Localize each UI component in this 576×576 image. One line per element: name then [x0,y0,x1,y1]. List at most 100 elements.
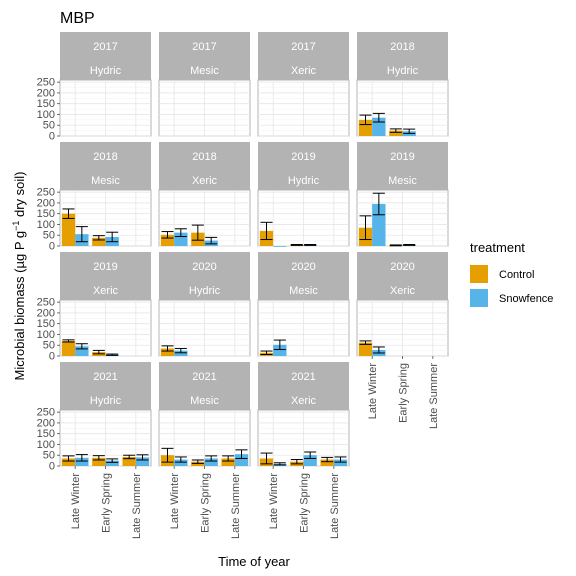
snowfence-bar [135,457,150,466]
legend-entry-control: Control [470,265,534,283]
y-tick-label: 50 [43,340,55,352]
snowfence-error-bar [372,192,385,216]
y-axis-title: Microbial biomass (µg P g−1 dry soil) [11,172,27,381]
facet-year-label: 2019 [291,151,315,163]
y-tick-label: 100 [37,219,55,231]
snowfence-error-bar [304,243,317,246]
facet-site-label: Xeric [291,65,317,77]
control-error-bar [161,231,174,239]
x-tick-label: Late Winter [169,473,181,530]
facet-year-label: 2020 [390,261,414,273]
facet-year-label: 2020 [291,261,315,273]
facet-strip [159,32,250,80]
x-tick-label: Late Winter [367,363,379,420]
facet-strip [60,252,151,300]
y-tick-label: 0 [49,461,55,473]
y-tick-label: 100 [37,109,55,121]
facet-strip [357,252,448,300]
snowfence-error-bar [106,353,119,356]
snowfence-error-bar [334,456,347,463]
facet-strip [60,362,151,410]
control-error-bar [359,215,372,241]
snowfence-bar [75,457,89,466]
y-tick-label: 150 [37,208,55,220]
facet-year-label: 2017 [93,41,117,53]
snowfence-bar [234,454,249,466]
snowfence-error-bar [235,449,248,459]
control-error-bar [290,459,303,465]
facet-site-label: Mesic [388,175,417,187]
legend-entry-snowfence: Snowfence [470,289,553,307]
y-tick-label: 150 [37,318,55,330]
y-tick-label: 100 [37,439,55,451]
facet-site-label: Hydric [90,65,122,77]
facet-site-label: Mesic [190,65,219,77]
facet-strip [60,142,151,190]
control-bar [221,458,235,466]
snowfence-error-bar [136,454,149,461]
control-error-bar [191,224,204,241]
facet-site-label: Mesic [289,285,318,297]
control-error-bar [92,349,105,355]
snowfence-error-bar [174,228,187,238]
control-error-bar [123,454,136,460]
x-tick-label: Early Spring [398,363,410,423]
control-bar [358,119,373,136]
facet-year-label: 2017 [192,41,216,53]
facet-site-label: Hydric [90,395,122,407]
facet-2020-hydric: 2020 Hydric [158,252,251,357]
snowfence-bar [174,459,188,466]
chart-title: MBP [60,10,95,27]
control-error-bar [191,459,204,464]
legend-swatch [470,265,488,283]
control-error-bar [389,128,402,133]
snowfence-error-bar [106,458,119,463]
facet-year-label: 2021 [291,371,315,383]
x-tick-label: Late Summer [131,473,143,539]
facet-2020-xeric: 2020 Xeric Late Winter Early Spring Late Sum… [356,252,449,429]
snowfence-error-bar [205,236,218,245]
facet-year-label: 2017 [291,41,315,53]
facet-strip [258,252,349,300]
y-tick-label: 0 [49,351,55,363]
control-bar [160,234,175,246]
facet-year-label: 2019 [390,151,414,163]
facet-site-label: Hydric [288,175,320,187]
facet-strip [258,362,349,410]
y-tick-label: 250 [37,77,55,89]
facet-strip [357,142,448,190]
snowfence-error-bar [273,339,286,351]
facet-year-label: 2018 [192,151,216,163]
y-tick-label: 150 [37,428,55,440]
control-bar [160,348,175,356]
legend-label: Control [499,269,534,281]
facet-site-label: Xeric [93,285,119,297]
control-bar [320,459,334,466]
facet-2021-mesic: 2021 Mesic Late Winter Early Spring Late Sum… [158,362,251,539]
control-error-bar [161,345,174,352]
snowfence-error-bar [174,347,187,354]
control-bar [61,213,76,246]
x-axis-title: Time of year [218,554,290,569]
control-bar [61,458,76,466]
facet-year-label: 2021 [192,371,216,383]
control-bar [122,456,136,466]
facet-strip [258,142,349,190]
control-error-bar [389,244,402,247]
facet-2018-hydric: 2018 Hydric [356,32,449,137]
snowfence-bar [333,459,348,466]
snowfence-error-bar [75,343,88,350]
facet-2019-hydric: 2019 Hydric [257,142,350,247]
y-tick-label: 250 [37,187,55,199]
y-tick-label: 0 [49,131,55,143]
facet-strip [258,32,349,80]
facet-2021-xeric: 2021 Xeric Late Winter Early Spring Late Sum… [257,362,350,539]
snowfence-bar [105,460,119,466]
control-error-bar [260,350,273,355]
y-tick-label: 100 [37,329,55,341]
control-error-bar [260,452,273,465]
facet-site-label: Hydric [189,285,221,297]
x-tick-label: Late Summer [230,473,242,539]
